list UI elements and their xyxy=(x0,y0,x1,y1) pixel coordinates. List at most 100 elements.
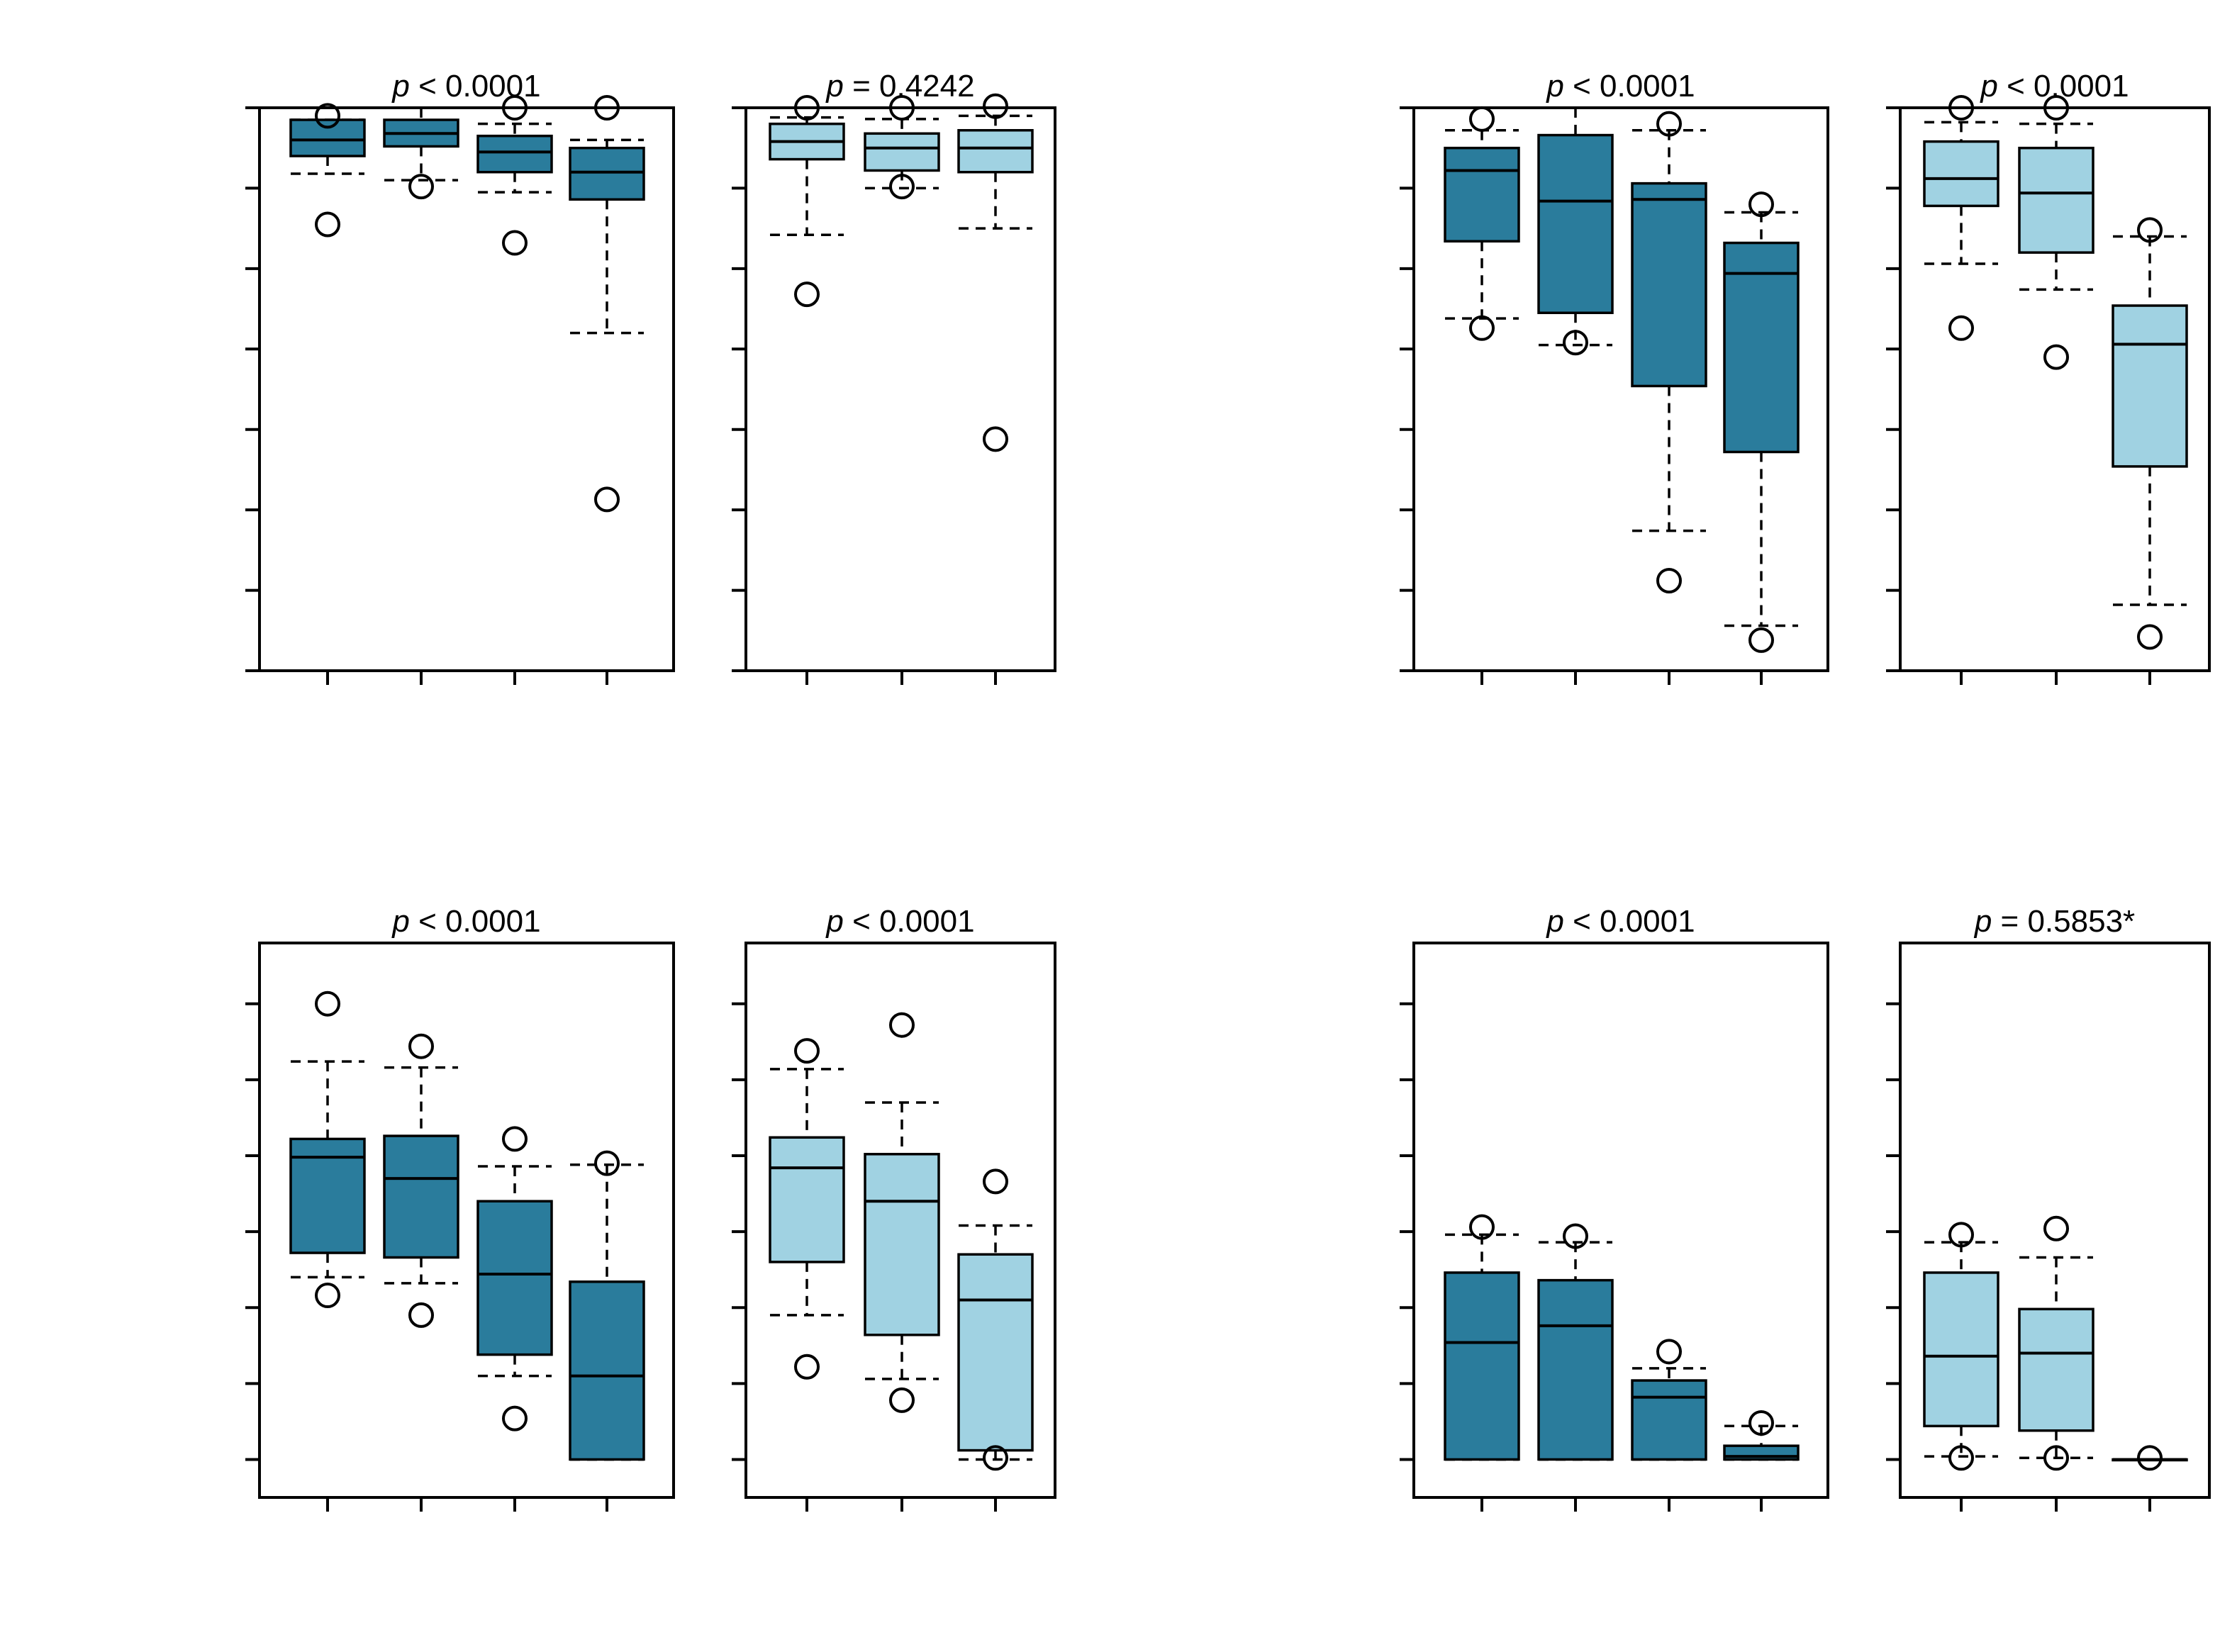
box-iqr xyxy=(569,1280,645,1461)
box-iqr xyxy=(2112,304,2188,468)
outlier-point xyxy=(983,1445,1008,1471)
box-mix xyxy=(1537,106,1614,685)
box-acr xyxy=(289,990,366,1512)
box-iqr xyxy=(476,134,553,174)
outlier-point xyxy=(1948,1445,1974,1471)
box-iqr xyxy=(1537,133,1614,314)
box-hi xyxy=(769,1038,845,1512)
outlier-point xyxy=(408,1302,434,1328)
box-hi xyxy=(1923,95,1999,685)
box-iqr xyxy=(1444,146,1520,243)
outlier-point xyxy=(983,426,1008,452)
pvalue-symbol: p xyxy=(1973,904,1992,939)
pvalue-value: < 0.0001 xyxy=(1564,904,1695,939)
axes-frame xyxy=(1412,942,1829,1499)
outlier-point xyxy=(2137,1445,2163,1471)
box-lo xyxy=(2018,1215,2095,1512)
outlier-point xyxy=(1469,315,1495,341)
outlier-point xyxy=(2043,1445,2069,1471)
box-iqr xyxy=(1723,241,1800,454)
pvalue-label: p < 0.0001 xyxy=(391,904,540,939)
pvalue-symbol: p xyxy=(391,69,409,104)
outlier-point xyxy=(1656,111,1682,137)
outlier-point xyxy=(1469,106,1495,132)
pvalue-symbol: p xyxy=(1545,904,1563,939)
box-no xyxy=(957,93,1034,685)
pvalue-symbol: p xyxy=(1979,69,1997,104)
box-iqr xyxy=(957,129,1034,174)
outlier-point xyxy=(408,174,434,200)
outlier-point xyxy=(502,1126,528,1152)
axes-frame xyxy=(744,106,1056,672)
box-acr xyxy=(1444,106,1520,685)
panel-a: p < 0.0001 p = 0.4242 xyxy=(245,69,1056,685)
outlier-point xyxy=(594,1150,620,1176)
box-iqr xyxy=(1631,1379,1707,1461)
box-iqr xyxy=(1923,140,1999,208)
outlier-point xyxy=(315,990,340,1017)
axes-frame xyxy=(1412,106,1829,672)
panel-b: p < 0.0001 p < 0.0001 xyxy=(1400,69,2211,685)
box-lo xyxy=(864,1012,940,1512)
box-por xyxy=(476,95,553,685)
box-iqr xyxy=(2018,1307,2095,1432)
box-no xyxy=(2112,217,2188,685)
outlier-point xyxy=(1948,95,1974,121)
outlier-point xyxy=(2043,344,2069,370)
box-stv xyxy=(569,95,645,685)
outlier-point xyxy=(983,93,1008,119)
panel-c: p < 0.0001 p < 0.0001 xyxy=(245,904,1056,1512)
box-stv xyxy=(569,1150,645,1512)
outlier-point xyxy=(889,1387,915,1413)
box-iqr xyxy=(2018,146,2095,254)
box-acr xyxy=(1444,1214,1520,1512)
outlier-point xyxy=(315,103,340,129)
box-por xyxy=(1631,111,1707,685)
outlier-point xyxy=(1948,1222,1974,1248)
outlier-point xyxy=(1748,191,1774,218)
box-no xyxy=(2112,1445,2188,1512)
box-stv xyxy=(1723,191,1800,685)
pvalue-label: p < 0.0001 xyxy=(1545,904,1695,939)
outlier-point xyxy=(1948,315,1974,341)
box-mix xyxy=(383,106,459,685)
box-iqr xyxy=(769,1136,845,1263)
outlier-point xyxy=(2137,217,2163,243)
outlier-point xyxy=(2043,1215,2069,1241)
box-iqr xyxy=(1631,182,1707,388)
axes-frame xyxy=(258,942,675,1499)
box-acr xyxy=(289,103,366,685)
outlier-point xyxy=(594,95,620,121)
panel-d: p < 0.0001 p = 0.5853* xyxy=(1400,904,2211,1512)
group-larval: p < 0.0001 xyxy=(732,904,1056,1512)
outlier-point xyxy=(1469,1214,1495,1240)
pvalue-label: p = 0.5853* xyxy=(1973,904,2135,939)
box-hi xyxy=(1923,1222,1999,1512)
pvalue-symbol: p xyxy=(391,904,409,939)
box-iqr xyxy=(569,146,645,201)
group-larval: p < 0.0001 xyxy=(1886,69,2211,685)
pvalue-value: = 0.5853* xyxy=(1992,904,2135,939)
box-iqr xyxy=(1923,1271,1999,1428)
box-iqr xyxy=(864,1153,940,1336)
box-iqr xyxy=(289,118,366,157)
box-iqr xyxy=(1537,1278,1614,1461)
group-larval: p = 0.5853* xyxy=(1886,904,2211,1512)
box-lo xyxy=(864,95,940,685)
pvalue-label: p < 0.0001 xyxy=(391,69,540,104)
box-iqr xyxy=(476,1200,553,1356)
pvalue-symbol: p xyxy=(825,904,843,939)
box-por xyxy=(1631,1339,1707,1512)
outlier-point xyxy=(2043,95,2069,121)
box-iqr xyxy=(957,1253,1034,1452)
box-mix xyxy=(383,1033,459,1512)
outlier-point xyxy=(889,174,915,200)
box-no xyxy=(957,1168,1034,1512)
box-mix xyxy=(1537,1223,1614,1512)
outlier-point xyxy=(794,95,820,121)
outlier-point xyxy=(2137,624,2163,650)
outlier-point xyxy=(794,1038,820,1064)
box-hi xyxy=(769,95,845,685)
pvalue-value: < 0.0001 xyxy=(844,904,975,939)
outlier-point xyxy=(1748,1410,1774,1436)
